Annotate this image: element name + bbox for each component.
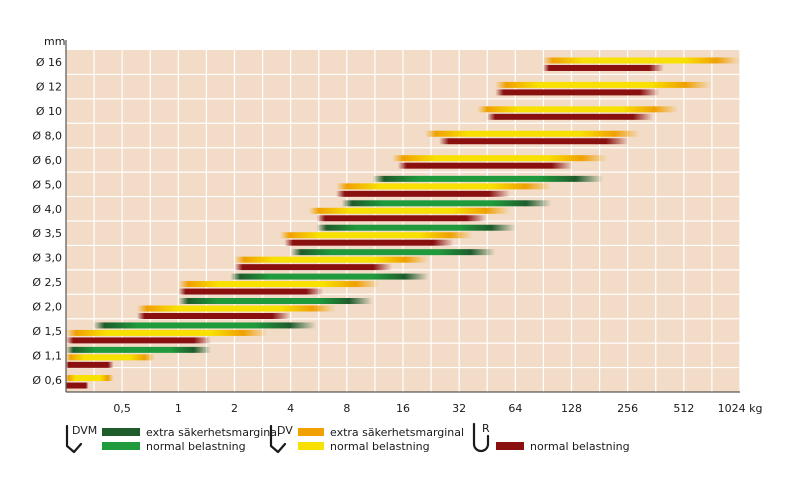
y-labels: Ø 16 Ø 12 Ø 10 Ø 8,0 Ø 6,0 Ø 5,0 Ø 4,0 Ø 3,5 Ø 3… bbox=[32, 56, 62, 387]
bar-r-06 bbox=[66, 382, 89, 389]
x-tick-label: 2 bbox=[231, 402, 238, 415]
x-tick-label: 512 bbox=[673, 402, 694, 415]
bar-dv-12 bbox=[495, 81, 712, 88]
x-tick-label: 256 bbox=[617, 402, 638, 415]
bar-r-15 bbox=[66, 337, 212, 344]
x-labels: 0,5 1 2 4 8 16 32 64 128 256 512 1024 kg bbox=[113, 402, 762, 415]
bar-r-12 bbox=[495, 89, 660, 96]
y-tick-label: Ø 5,0 bbox=[32, 178, 62, 191]
dv-extra-label: extra säkerhetsmarginal bbox=[330, 425, 465, 439]
bar-dv-80 bbox=[425, 130, 641, 137]
bar-dvm-20 bbox=[178, 298, 373, 304]
r-legend-name: R bbox=[482, 422, 490, 435]
bar-dvm-40 bbox=[341, 200, 552, 207]
dvm-extra-swatch bbox=[102, 428, 140, 436]
x-tick-label: 64 bbox=[508, 402, 522, 415]
dv-hook-icon bbox=[269, 424, 287, 454]
r-normal-label: normal belastning bbox=[530, 439, 630, 453]
bar-r-80 bbox=[439, 138, 629, 145]
bar-dv-20 bbox=[136, 305, 337, 312]
bar-dvm-25 bbox=[230, 273, 429, 280]
dvm-legend-name: DVM bbox=[72, 424, 98, 437]
dvm-extra-label: extra säkerhetsmarginal bbox=[146, 425, 281, 439]
x-tick-label: 4 bbox=[287, 402, 294, 415]
bar-r-35 bbox=[284, 239, 454, 246]
bar-dv-15 bbox=[66, 329, 268, 336]
dvm-normal-label: normal belastning bbox=[146, 439, 246, 453]
dvm-normal-swatch bbox=[102, 442, 140, 450]
bar-dv-30 bbox=[234, 256, 429, 263]
bar-dv-11 bbox=[66, 354, 156, 361]
dv-extra-swatch bbox=[298, 428, 324, 436]
dv-extra-legend-item: extra säkerhetsmarginal bbox=[298, 425, 465, 439]
r-normal-legend-item: normal belastning bbox=[496, 439, 630, 453]
dv-normal-label: normal belastning bbox=[330, 439, 430, 453]
bar-dv-35 bbox=[279, 232, 474, 239]
x-tick-label: 8 bbox=[343, 402, 350, 415]
bar-dv-06 bbox=[66, 375, 114, 382]
y-tick-label: Ø 0,6 bbox=[32, 374, 62, 387]
y-tick-label: Ø 3,0 bbox=[32, 252, 62, 265]
bar-r-10 bbox=[486, 113, 654, 120]
bar-dvm-35 bbox=[316, 224, 516, 231]
bar-dv-40 bbox=[308, 207, 511, 214]
y-tick-label: Ø 2,0 bbox=[32, 301, 62, 314]
bar-r-20 bbox=[136, 313, 291, 319]
legend: DVM extra säkerhetsmarginal normal belas… bbox=[0, 418, 800, 478]
bar-dv-16 bbox=[542, 57, 740, 64]
x-tick-label: 0,5 bbox=[113, 402, 131, 415]
y-tick-label: Ø 1,5 bbox=[32, 325, 62, 338]
bar-dv-60 bbox=[392, 155, 608, 162]
bar-r-11 bbox=[66, 361, 114, 368]
bar-r-25 bbox=[178, 288, 324, 295]
y-tick-label: Ø 6,0 bbox=[32, 154, 62, 167]
bar-r-16 bbox=[542, 64, 664, 71]
y-tick-label: Ø 16 bbox=[36, 56, 62, 69]
y-unit-label: mm bbox=[44, 35, 65, 48]
bar-dvm-15 bbox=[93, 322, 317, 329]
x-tick-label: 1024 kg bbox=[718, 402, 763, 415]
dv-normal-swatch bbox=[298, 442, 324, 450]
y-tick-label: Ø 2,5 bbox=[32, 276, 62, 289]
dvm-hook-icon bbox=[65, 424, 83, 454]
bar-dv-50 bbox=[336, 183, 552, 190]
x-tick-label: 16 bbox=[396, 402, 410, 415]
bar-r-60 bbox=[397, 162, 573, 169]
x-tick-label: 32 bbox=[452, 402, 466, 415]
bar-r-50 bbox=[336, 190, 511, 197]
bar-dv-25 bbox=[178, 281, 380, 288]
bar-r-30 bbox=[234, 264, 393, 271]
y-tick-label: Ø 3,5 bbox=[32, 227, 62, 240]
y-tick-label: Ø 8,0 bbox=[32, 130, 62, 143]
x-tick-label: 1 bbox=[175, 402, 182, 415]
y-tick-label: Ø 1,1 bbox=[32, 349, 62, 362]
axes-layer bbox=[65, 40, 740, 393]
dv-legend-name: DV bbox=[277, 424, 293, 437]
x-tick-label: 128 bbox=[561, 402, 582, 415]
y-tick-label: Ø 10 bbox=[36, 105, 62, 118]
r-normal-swatch bbox=[496, 442, 524, 450]
bar-dvm-50 bbox=[372, 175, 604, 182]
bar-dvm-11 bbox=[66, 346, 212, 353]
bar-dvm-30 bbox=[290, 249, 496, 256]
dvm-extra-legend-item: extra säkerhetsmarginal bbox=[102, 425, 281, 439]
bar-r-40 bbox=[316, 215, 487, 222]
chart: Ø 16 Ø 12 Ø 10 Ø 8,0 Ø 6,0 Ø 5,0 Ø 4,0 Ø 3,5 Ø 3… bbox=[32, 35, 762, 415]
bar-dv-10 bbox=[477, 106, 679, 113]
r-hook-icon bbox=[472, 422, 490, 453]
dv-normal-legend-item: normal belastning bbox=[298, 439, 430, 453]
bars-layer bbox=[66, 57, 740, 389]
dvm-normal-legend-item: normal belastning bbox=[102, 439, 246, 453]
y-tick-label: Ø 4,0 bbox=[32, 203, 62, 216]
y-tick-label: Ø 12 bbox=[36, 81, 62, 94]
